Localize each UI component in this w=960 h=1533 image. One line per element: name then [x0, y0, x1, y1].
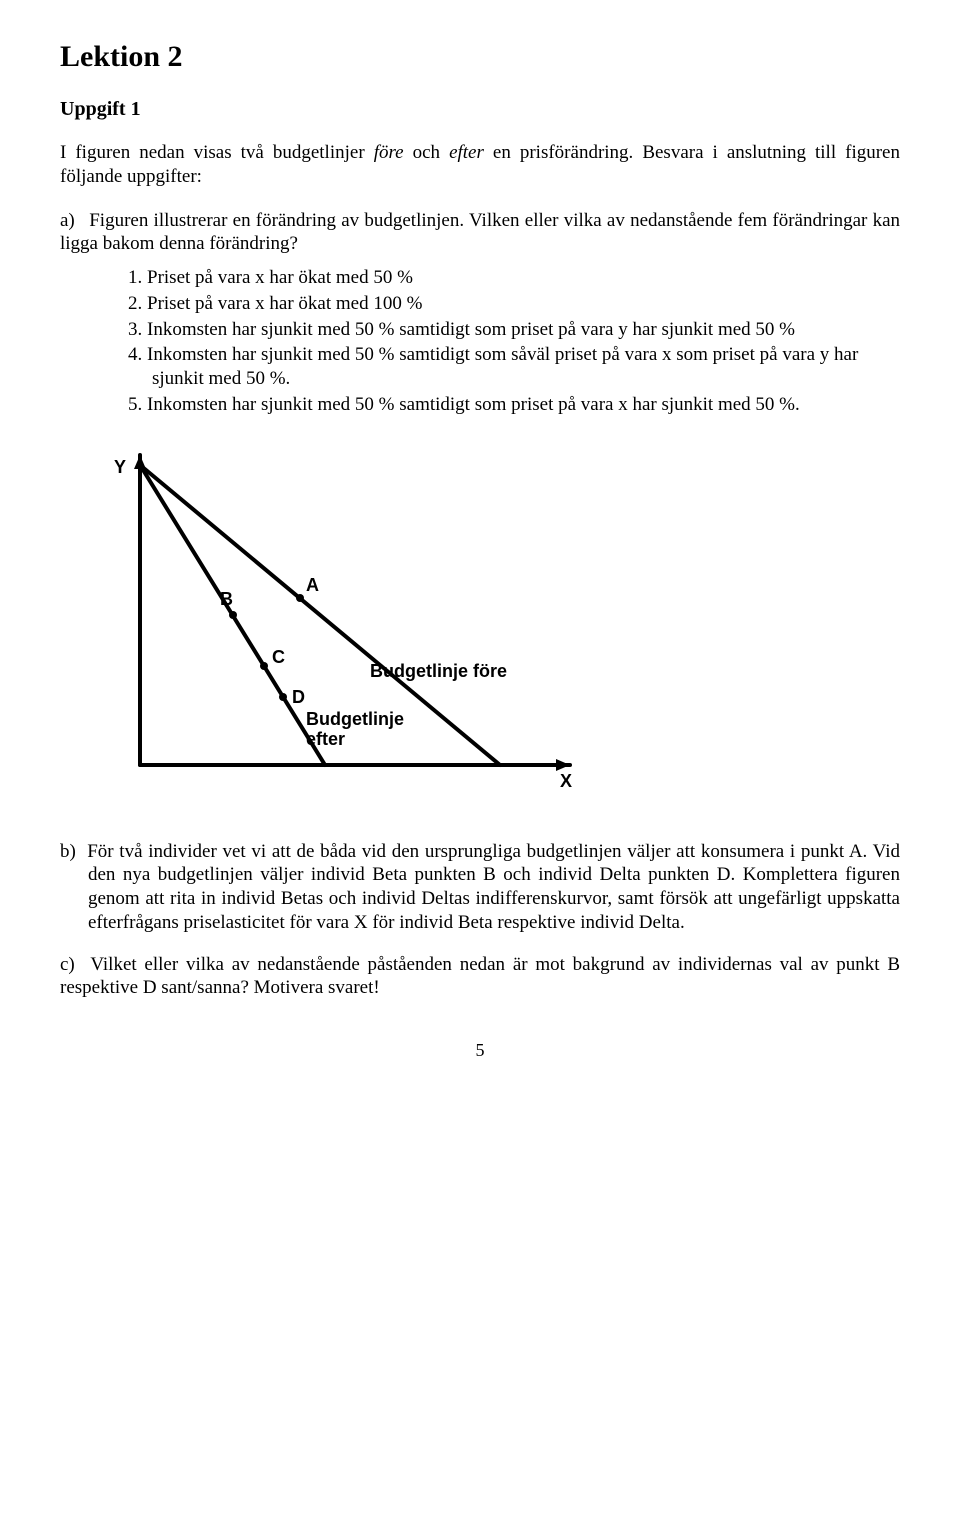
- budget-diagram: A B CD Y X Budgetlinje före Budgetlinjeefter: [100, 445, 900, 810]
- svg-text:D: D: [292, 687, 305, 707]
- qa-text: Figuren illustrerar en förändring av bud…: [60, 210, 900, 255]
- qc-text: Vilket eller vilka av nedanstående påstå…: [60, 954, 900, 999]
- svg-text:Budgetlinje före: Budgetlinje före: [370, 661, 507, 681]
- qa-letter: a): [60, 209, 84, 233]
- option-2: 2. Priset på vara x har ökat med 100 %: [128, 292, 900, 316]
- svg-text:Y: Y: [114, 457, 126, 477]
- subtitle: Uppgift 1: [60, 98, 900, 121]
- option-5: 5. Inkomsten har sjunkit med 50 % samtid…: [128, 393, 900, 417]
- qb-letter: b): [60, 841, 76, 862]
- svg-text:A: A: [306, 575, 319, 595]
- question-b: b) För två individer vet vi att de båda …: [60, 840, 900, 935]
- svg-text:X: X: [560, 771, 572, 791]
- qc-letter: c): [60, 954, 75, 975]
- svg-text:C: C: [272, 647, 285, 667]
- page-number: 5: [60, 1040, 900, 1061]
- svg-text:Budgetlinje: Budgetlinje: [306, 709, 404, 729]
- qb-text: För två individer vet vi att de båda vid…: [87, 841, 900, 933]
- svg-text:B: B: [220, 589, 233, 609]
- intro-text: I figuren nedan visas två budgetlinjer f…: [60, 141, 900, 189]
- svg-text:efter: efter: [306, 729, 345, 749]
- page-title: Lektion 2: [60, 40, 900, 74]
- option-3: 3. Inkomsten har sjunkit med 50 % samtid…: [128, 318, 900, 342]
- question-a: a) Figuren illustrerar en förändring av …: [60, 209, 900, 257]
- option-4: 4. Inkomsten har sjunkit med 50 % samtid…: [128, 343, 900, 391]
- diagram-svg: A B CD Y X Budgetlinje före Budgetlinjeefter: [100, 445, 620, 805]
- options-list: 1. Priset på vara x har ökat med 50 % 2.…: [60, 266, 900, 417]
- question-c: c) Vilket eller vilka av nedanstående på…: [60, 953, 900, 1001]
- option-1: 1. Priset på vara x har ökat med 50 %: [128, 266, 900, 290]
